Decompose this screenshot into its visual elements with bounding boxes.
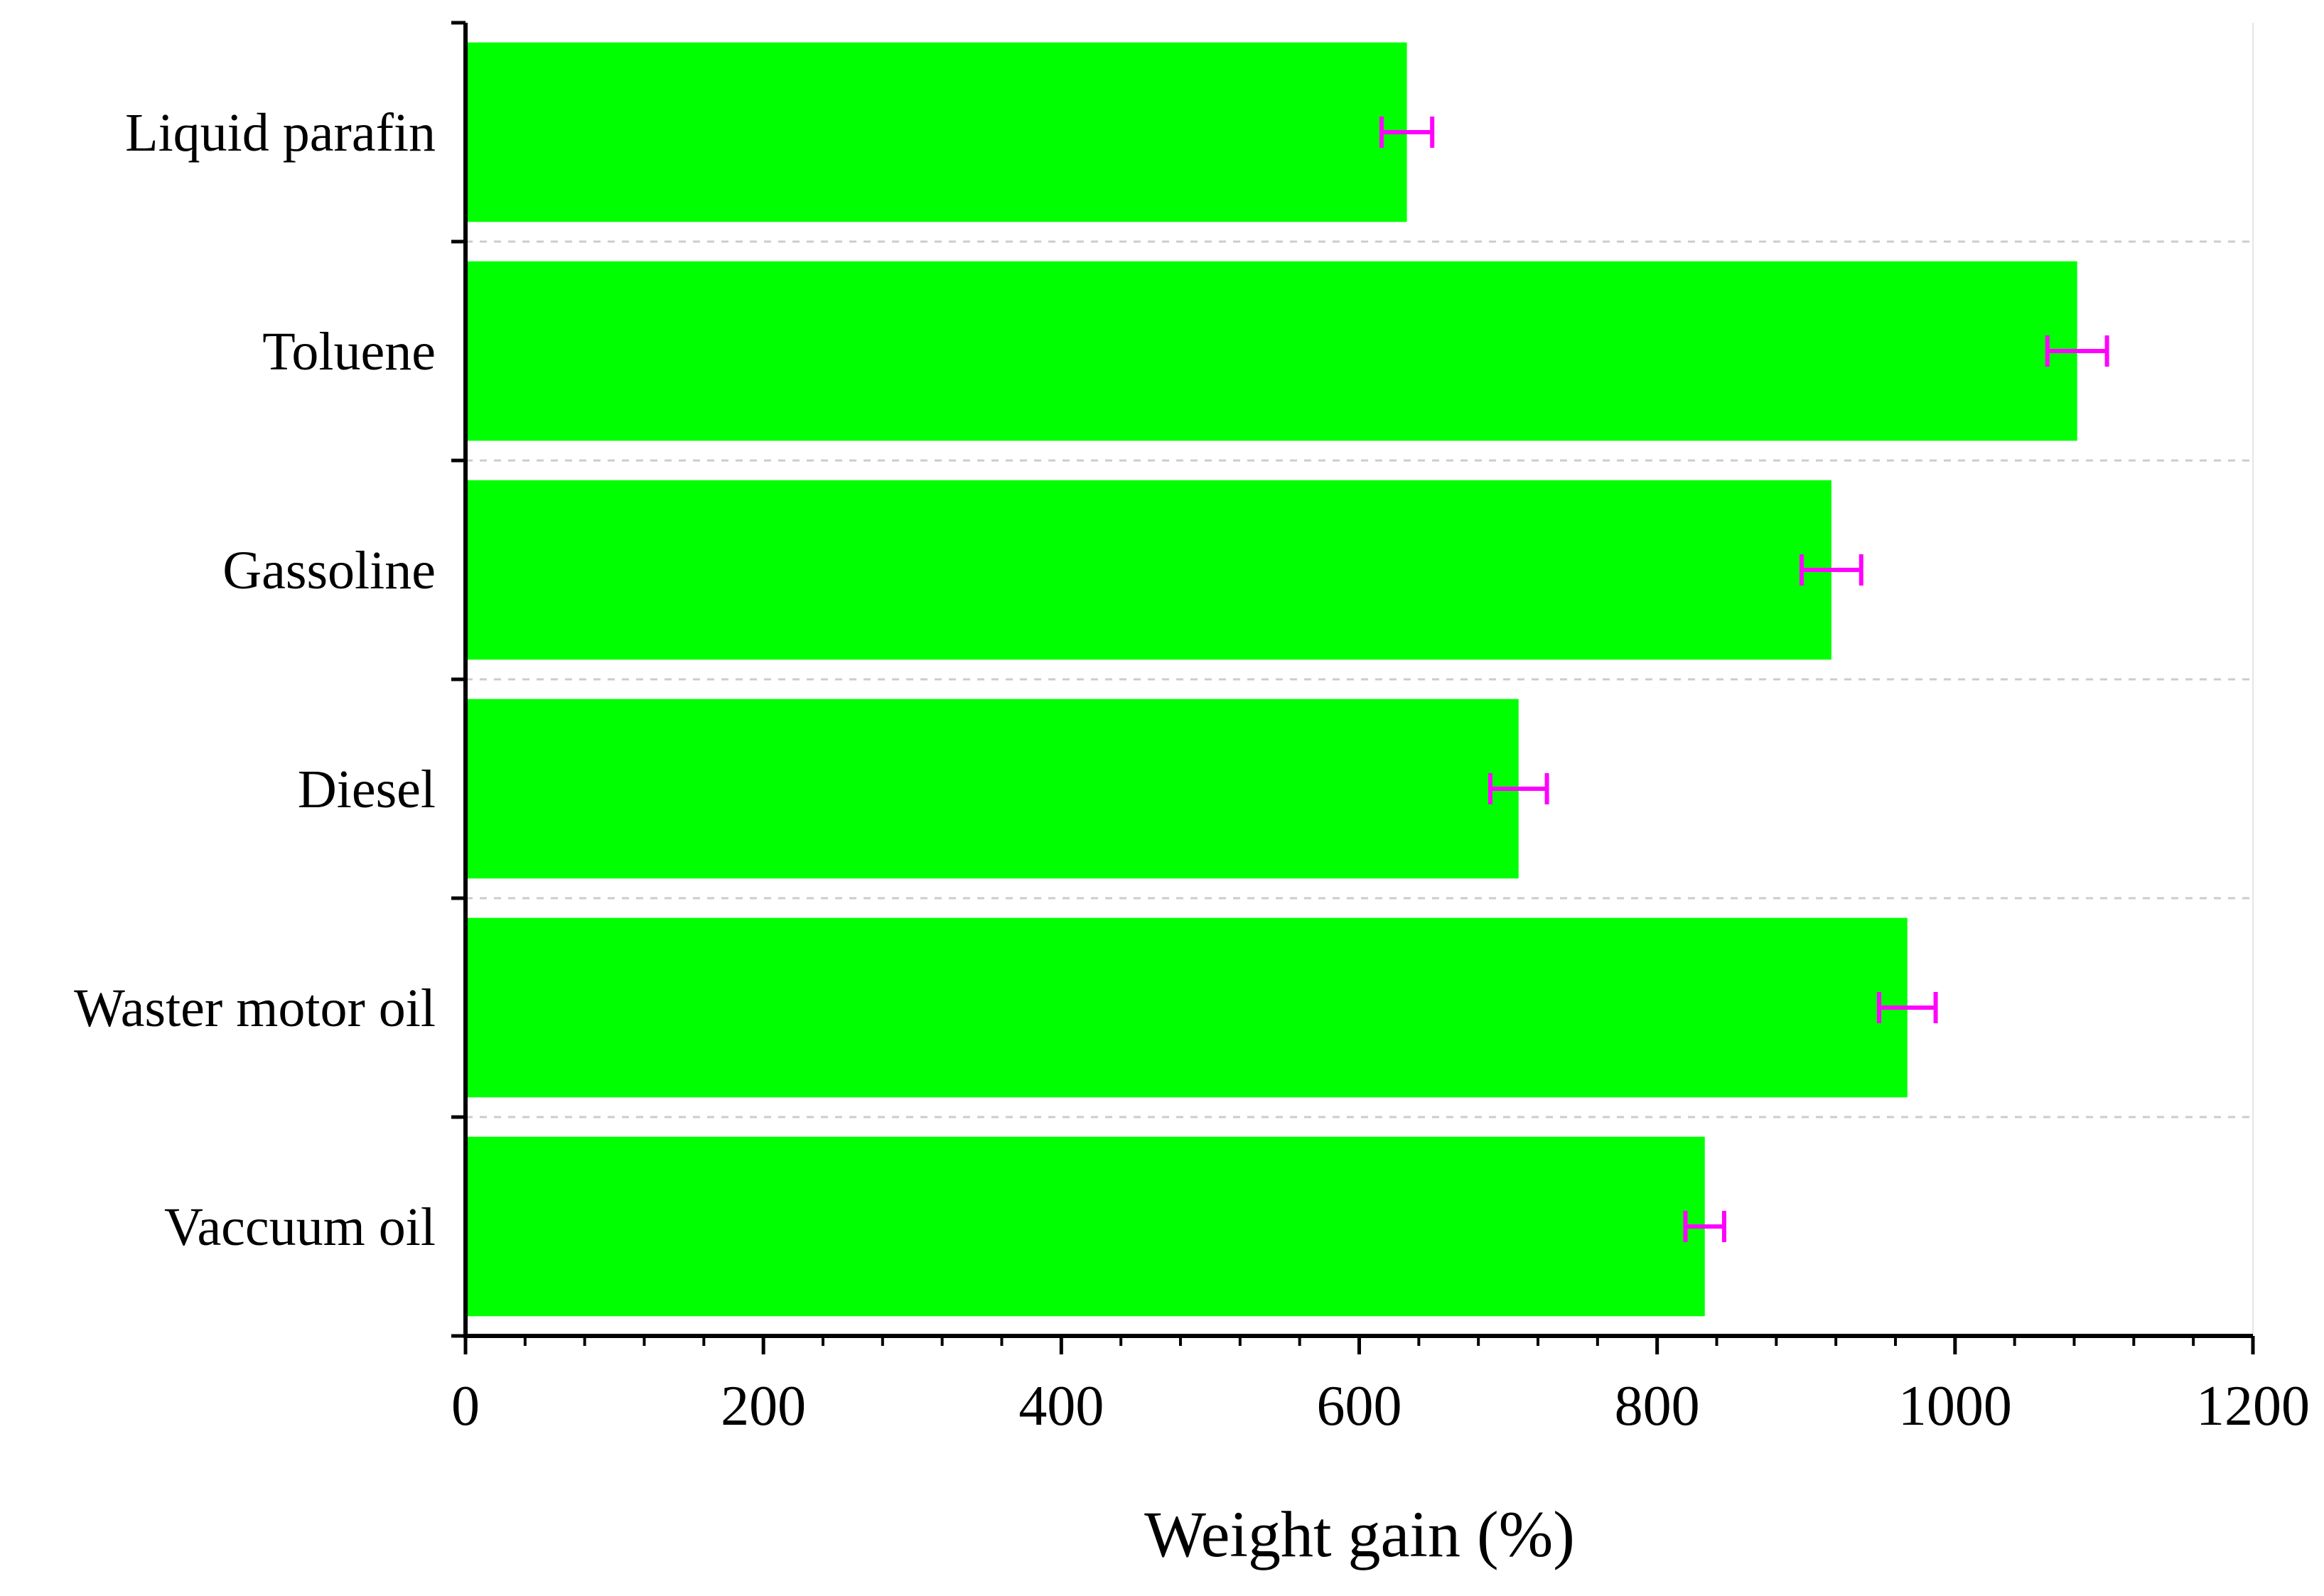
x-tick-label: 600	[1317, 1375, 1402, 1438]
category-label: Waster motor oil	[74, 978, 436, 1038]
bar	[466, 699, 1519, 879]
grid-lines	[466, 23, 2254, 1336]
error-bars	[1379, 117, 2109, 1242]
x-tick-label: 1000	[1898, 1375, 2012, 1438]
category-label: Liquid parafin	[125, 103, 436, 163]
x-tick-labels: 0 200 400 600 800 1000 1200	[451, 1375, 2310, 1438]
x-tick-label: 400	[1018, 1375, 1104, 1438]
category-labels: Liquid parafin Toluene Gassoline Diesel Wast…	[74, 103, 436, 1257]
axes	[451, 21, 2255, 1354]
bars	[466, 42, 2077, 1317]
x-tick-label: 0	[451, 1375, 480, 1438]
bar	[466, 1136, 1705, 1317]
category-label: Vaccuum oil	[164, 1197, 436, 1257]
category-label: Gassoline	[222, 541, 436, 600]
bar	[466, 42, 1407, 222]
x-tick-label: 1200	[2196, 1375, 2310, 1438]
x-axis-title: Weight gain (%)	[1144, 1498, 1575, 1570]
x-tick-label: 800	[1615, 1375, 1700, 1438]
bar	[466, 261, 2077, 441]
bar	[466, 917, 1908, 1098]
x-tick-label: 200	[721, 1375, 806, 1438]
category-label: Toluene	[262, 322, 436, 382]
category-label: Diesel	[298, 760, 436, 819]
bar	[466, 480, 1831, 660]
